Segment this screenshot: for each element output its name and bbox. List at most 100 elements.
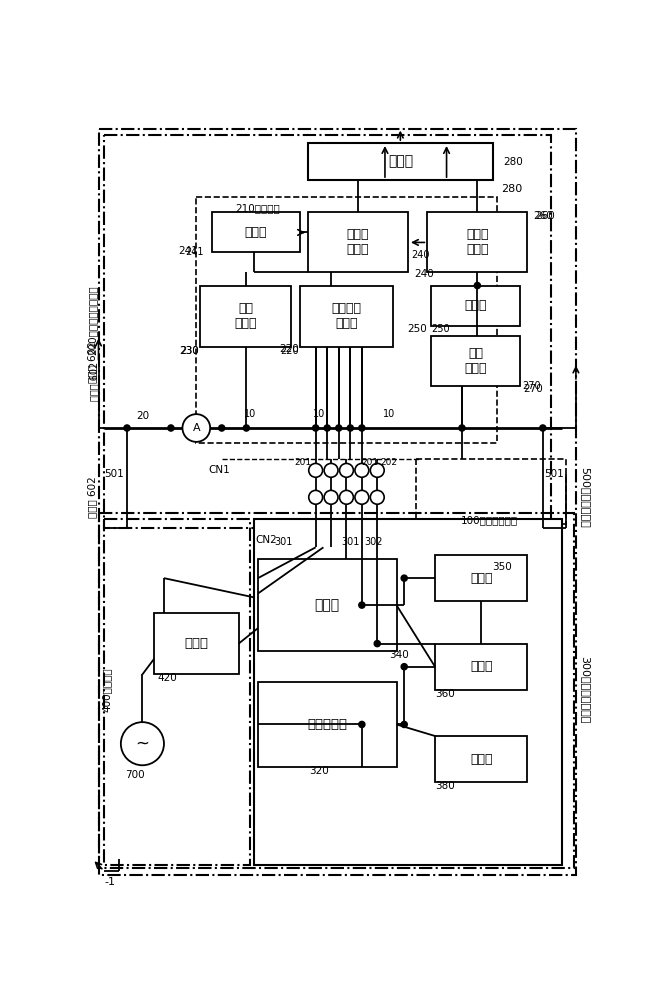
Circle shape [124,425,130,431]
Text: 230: 230 [180,346,199,356]
Text: 250: 250 [431,324,450,334]
Bar [435,644,527,690]
Bar [104,519,250,865]
Bar [98,513,574,868]
Bar [416,459,566,524]
Circle shape [540,425,546,431]
Text: 201: 201 [361,458,378,467]
Text: 301: 301 [274,537,293,547]
Circle shape [339,490,353,504]
Circle shape [401,664,407,670]
Circle shape [359,721,365,728]
Bar [308,143,493,180]
Text: 501: 501 [104,469,124,479]
Circle shape [336,425,342,431]
Bar [435,736,527,782]
Text: 输出部: 输出部 [388,155,413,169]
Circle shape [359,425,365,431]
Text: 100．蓄电池模块: 100．蓄电池模块 [461,515,518,525]
Bar [154,613,238,674]
Text: 电压范围
判定部: 电压范围 判定部 [331,302,361,330]
Text: 240: 240 [414,269,434,279]
Text: 230: 230 [179,346,199,356]
Text: 220: 220 [280,346,299,356]
Circle shape [339,463,353,477]
Text: 20: 20 [136,411,149,421]
Text: 10: 10 [313,409,325,419]
Text: 280: 280 [503,157,523,167]
Circle shape [359,602,365,608]
Bar [197,197,497,443]
Bar [200,286,291,347]
Text: 350: 350 [492,562,512,572]
Text: 260: 260 [535,211,555,221]
Text: 501: 501 [544,469,564,479]
Text: 260: 260 [533,211,552,221]
Text: A: A [193,423,200,433]
Bar [435,555,527,601]
Text: 至负载 602: 至负载 602 [88,476,98,518]
Text: 控制部: 控制部 [470,660,493,673]
Text: 电压值
更新部: 电压值 更新部 [466,228,489,256]
Bar [212,212,300,252]
Text: 240: 240 [411,250,430,260]
Bar [428,212,527,272]
Text: 通信部: 通信部 [464,299,487,312]
Circle shape [324,463,338,477]
Text: 241: 241 [185,247,204,257]
Circle shape [347,425,353,431]
Text: 250: 250 [408,324,428,334]
Text: 10: 10 [382,409,395,419]
Circle shape [474,282,481,289]
Text: 电压检测部: 电压检测部 [307,718,347,731]
Text: 至负载 602: 至负载 602 [88,342,98,383]
Text: 400．充电器: 400．充电器 [101,667,112,712]
Text: 电压值
计算部: 电压值 计算部 [347,228,369,256]
Circle shape [121,722,164,765]
Text: 500．蓄电池系统: 500．蓄电池系统 [580,467,590,528]
Text: 270: 270 [522,381,540,391]
Bar [258,682,396,767]
Text: 280: 280 [501,184,523,194]
Circle shape [218,425,225,431]
Circle shape [309,463,323,477]
Circle shape [324,425,330,431]
Circle shape [324,490,338,504]
Circle shape [183,414,210,442]
Text: 300．充电控制装置: 300．充电控制装置 [580,656,590,723]
Text: 202: 202 [380,458,397,467]
Circle shape [401,575,407,581]
Text: 220: 220 [279,344,299,354]
Bar [308,212,408,272]
Text: 充电部: 充电部 [185,637,208,650]
Bar [300,286,392,347]
Text: 420: 420 [158,673,177,683]
Text: CN1: CN1 [208,465,230,475]
Text: 201: 201 [295,458,312,467]
Text: 连接
判刐部: 连接 判刐部 [464,347,487,375]
Circle shape [459,425,465,431]
Text: 至负载 602: 至负载 602 [89,362,99,401]
Circle shape [168,425,174,431]
Text: 241: 241 [179,246,199,256]
Circle shape [374,641,380,647]
Text: 301: 301 [341,537,359,547]
Circle shape [371,490,384,504]
Text: 360: 360 [435,689,455,699]
Text: 340: 340 [389,650,408,660]
Bar [431,336,520,386]
Text: 320: 320 [309,766,329,776]
Circle shape [371,463,384,477]
Bar [431,286,520,326]
Text: CN2: CN2 [256,535,278,545]
Circle shape [243,425,250,431]
Text: 700: 700 [125,770,145,780]
Text: 通信部: 通信部 [470,572,493,585]
Bar [254,519,562,865]
Text: ~: ~ [135,735,149,753]
Circle shape [355,463,369,477]
Text: 210．处理部: 210．处理部 [235,203,280,213]
Text: 存储部: 存储部 [245,226,267,239]
Text: 302: 302 [364,537,382,547]
Circle shape [309,490,323,504]
